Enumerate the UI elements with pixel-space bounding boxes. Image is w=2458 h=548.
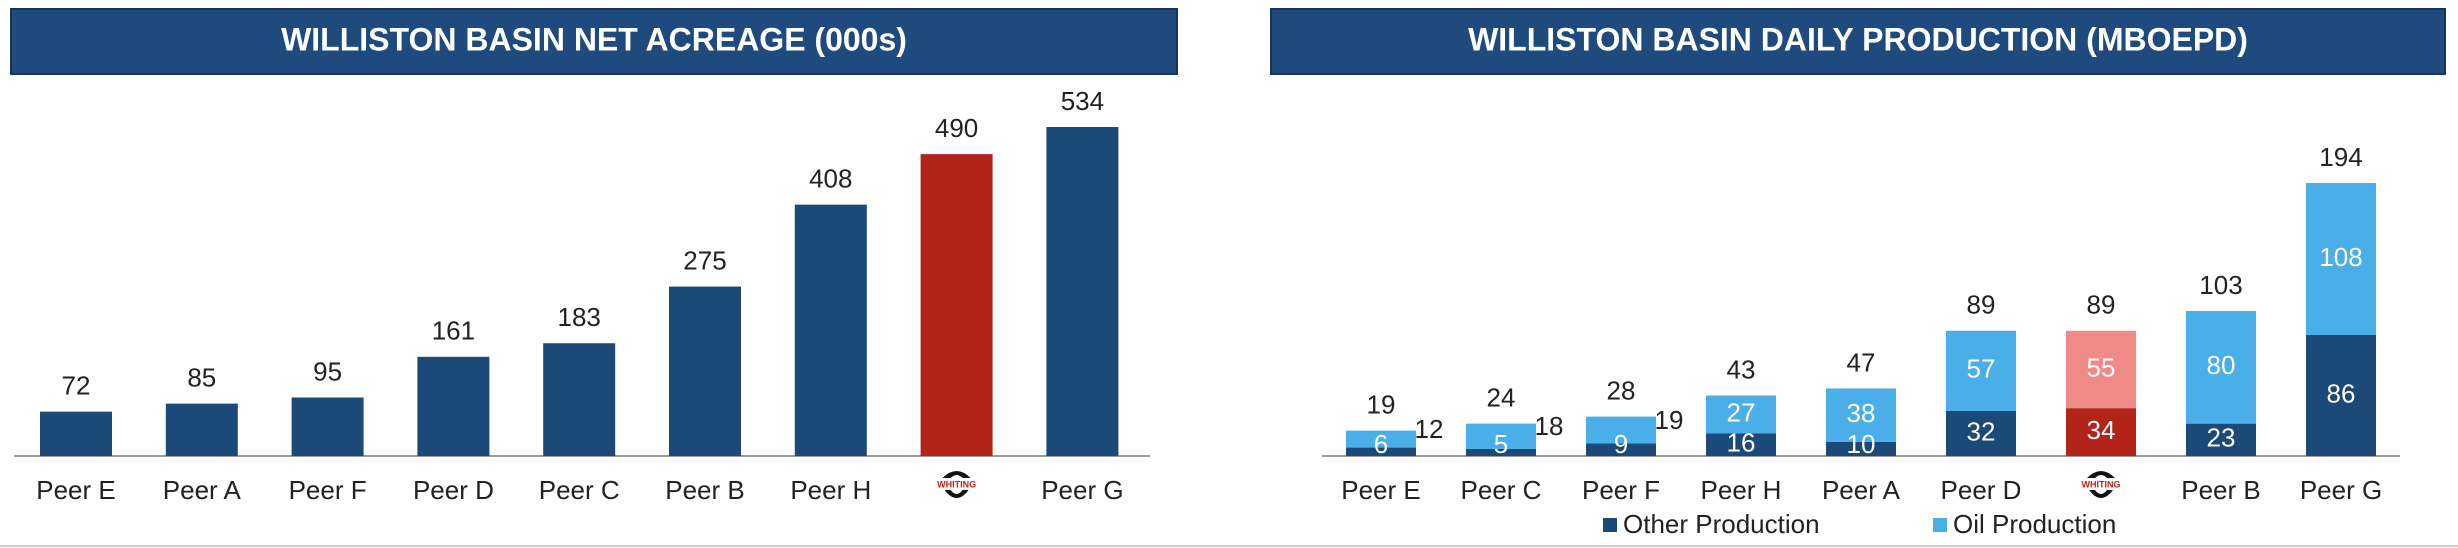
x-tick-label: Peer F <box>289 475 367 505</box>
value-label: 85 <box>187 363 216 393</box>
value-label: 19 <box>1655 405 1684 435</box>
value-label: 86 <box>2327 378 2356 408</box>
bar-segment <box>2066 330 2136 409</box>
title-banner <box>1270 8 2446 75</box>
x-tick-label: WHITING <box>2082 479 2121 489</box>
total-label: 43 <box>1727 354 1756 384</box>
x-tick-label: Peer B <box>665 475 745 505</box>
bar <box>1046 127 1119 456</box>
bar-segment <box>1826 441 1896 456</box>
value-label: 32 <box>1967 416 1996 446</box>
x-tick-label: Peer E <box>36 475 116 505</box>
legend-swatch <box>1603 518 1617 532</box>
bar-segment <box>2186 311 2256 424</box>
x-tick-label: Peer D <box>413 475 494 505</box>
bar-segment <box>1946 410 2016 456</box>
value-label: 34 <box>2087 415 2116 445</box>
x-tick-label: Peer G <box>1041 475 1123 505</box>
title-banner <box>10 8 1178 75</box>
bar-segment <box>1346 447 1416 456</box>
x-tick-label: Peer A <box>163 475 242 505</box>
chart-title: WILLISTON BASIN NET ACREAGE (000s) <box>281 21 907 57</box>
x-tick-label: Peer C <box>539 475 620 505</box>
value-label: 161 <box>432 316 475 346</box>
x-tick-label: Peer G <box>2300 475 2382 505</box>
x-tick-label: Peer H <box>790 475 871 505</box>
value-label: 27 <box>1727 397 1756 427</box>
value-label: 38 <box>1847 398 1876 428</box>
bar-segment <box>1706 433 1776 456</box>
x-tick-label: Peer H <box>1701 475 1782 505</box>
x-tick-label: Peer C <box>1461 475 1542 505</box>
value-label: 408 <box>809 164 852 194</box>
total-label: 89 <box>2087 290 2116 320</box>
bar-segment <box>1586 416 1656 444</box>
x-tick-label: Peer D <box>1941 475 2022 505</box>
bar <box>165 403 238 456</box>
chart-title: WILLISTON BASIN DAILY PRODUCTION (MBOEPD… <box>1468 21 2248 57</box>
value-label: 57 <box>1967 354 1996 384</box>
value-label: 183 <box>558 302 601 332</box>
total-label: 28 <box>1607 375 1636 405</box>
value-label: 6 <box>1374 429 1388 459</box>
bar-segment <box>1346 430 1416 448</box>
bar-segment <box>2306 334 2376 456</box>
value-label: 10 <box>1847 429 1876 459</box>
bar-segment <box>1706 395 1776 434</box>
total-label: 24 <box>1487 383 1516 413</box>
legend-label: Other Production <box>1623 509 1820 539</box>
total-label: 47 <box>1847 347 1876 377</box>
bar-segment <box>1466 423 1536 449</box>
total-label: 194 <box>2319 142 2362 172</box>
value-label: 5 <box>1494 429 1508 459</box>
x-tick-label: WHITING <box>937 479 976 489</box>
value-label: 72 <box>62 371 91 401</box>
bar <box>669 286 741 456</box>
value-label: 18 <box>1535 411 1564 441</box>
logo-mark <box>942 471 971 498</box>
total-label: 103 <box>2199 270 2242 300</box>
bar-segment <box>1826 388 1896 442</box>
value-label: 490 <box>935 113 978 143</box>
bar <box>291 397 364 456</box>
x-tick-label: Peer E <box>1341 475 1421 505</box>
bar-segment <box>1466 448 1536 456</box>
value-label: 23 <box>2207 423 2236 453</box>
bar-segment <box>2066 408 2136 456</box>
legend-swatch <box>1933 518 1947 532</box>
value-label: 16 <box>1727 428 1756 458</box>
bar-segment <box>1946 330 2016 411</box>
value-label: 80 <box>2207 350 2236 380</box>
total-label: 89 <box>1967 290 1996 320</box>
bar-segment <box>2186 423 2256 456</box>
logo-mark <box>2087 471 2115 498</box>
x-tick-label: Peer B <box>2181 475 2261 505</box>
bar <box>920 154 993 456</box>
value-label: 275 <box>683 245 726 275</box>
bar <box>794 204 867 456</box>
x-tick-label: Peer A <box>1822 475 1901 505</box>
value-label: 55 <box>2087 352 2116 382</box>
value-label: 95 <box>313 356 342 386</box>
bar <box>543 343 616 456</box>
legend-label: Oil Production <box>1953 509 2116 539</box>
bar <box>417 356 490 456</box>
x-tick-label: Peer F <box>1582 475 1660 505</box>
total-label: 19 <box>1367 390 1396 420</box>
value-label: 9 <box>1614 429 1628 459</box>
value-label: 534 <box>1061 86 1104 116</box>
value-label: 108 <box>2319 242 2362 272</box>
bar-segment <box>1586 443 1656 456</box>
bar-segment <box>2306 183 2376 335</box>
value-label: 12 <box>1415 414 1444 444</box>
bar <box>40 411 112 456</box>
